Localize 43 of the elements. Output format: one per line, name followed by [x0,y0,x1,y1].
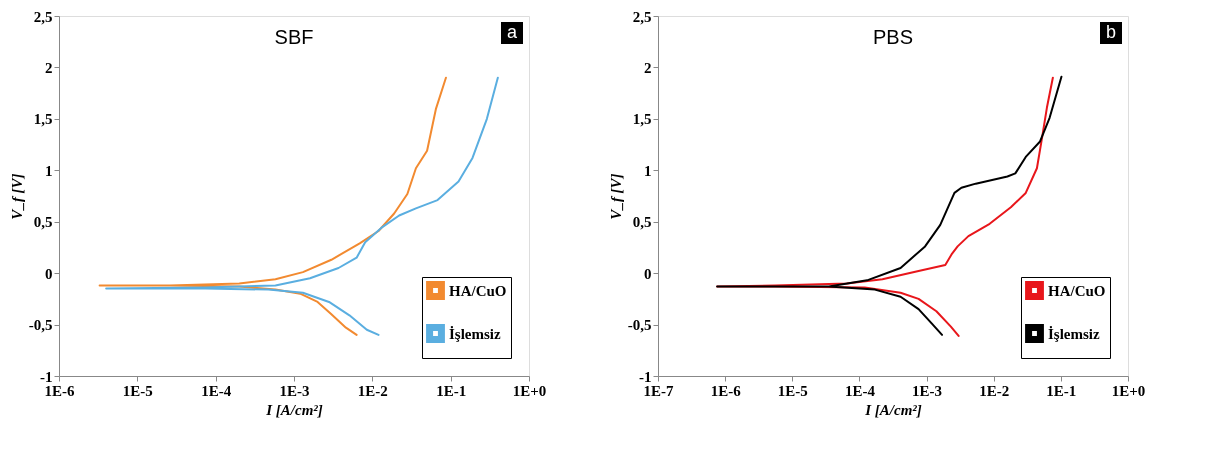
y-tick-label: 2 [644,59,652,76]
y-tick-label: 2,5 [33,8,53,25]
y-tick-label: 2 [45,59,53,76]
x-tick-label: 1E-6 [710,382,742,399]
legend-label: HA/CuO [1048,282,1106,299]
text: SBF [274,26,314,48]
x-tick-label: 1E-5 [777,382,808,399]
y-axis-title: V_f [V] [8,173,25,220]
text: PBS [872,26,914,48]
x-tick-label: 1E+0 [1111,382,1146,399]
y-tick-label: 1 [644,162,652,179]
x-tick-label: 1E-3 [279,382,310,399]
y-tick-label: 0,5 [632,214,652,231]
legend-label: HA/CuO [449,282,507,299]
x-tick-label: 1E-2 [979,382,1010,399]
y-tick-label: -1 [40,368,53,385]
y-tick-label: 1 [45,162,53,179]
x-tick-label: 1E-4 [201,382,232,399]
legend-label: İşlemsiz [1048,325,1100,342]
x-tick-label: 1E-4 [844,382,876,399]
y-tick-label: -0,5 [28,317,53,334]
legend-label: İşlemsiz [449,325,501,342]
x-axis-title: I [A/cm²] [265,401,323,418]
y-tick-label: 1,5 [632,111,652,128]
x-axis-title: I [A/cm²] [864,401,922,418]
y-tick-label: -1 [639,368,652,385]
x-tick-label: 1E-7 [643,382,674,399]
x-tick-label: 1E-3 [912,382,943,399]
x-tick-label: 1E-5 [122,382,153,399]
x-tick-label: 1E-1 [1046,382,1077,399]
y-tick-label: 0 [45,265,53,282]
x-tick-label: 1E-1 [436,382,467,399]
y-tick-label: -0,5 [627,317,652,334]
y-tick-label: 0 [644,265,652,282]
x-tick-label: 1E-6 [44,382,75,399]
y-tick-label: 0,5 [33,214,53,231]
annotation: b [1105,22,1117,42]
y-axis-title: V_f [V] [607,173,624,220]
y-tick-label: 1,5 [33,111,53,128]
annotation: a [506,22,518,42]
x-tick-label: 1E-2 [357,382,388,399]
y-tick-label: 2,5 [632,8,652,25]
x-tick-label: 1E+0 [512,382,547,399]
